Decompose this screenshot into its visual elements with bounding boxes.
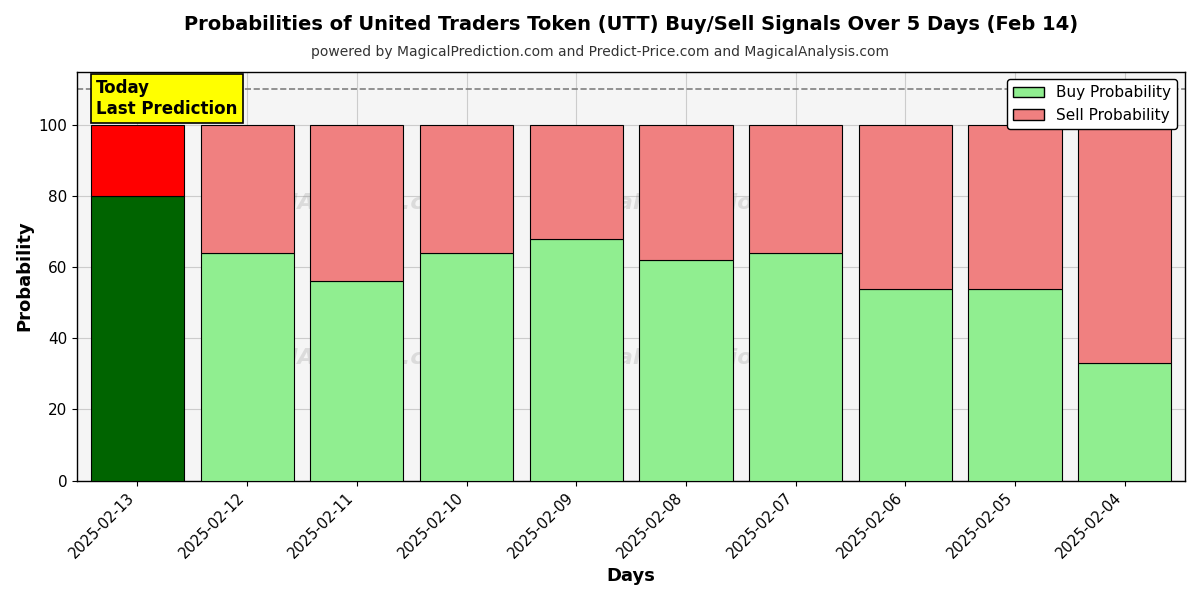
Text: MagicalAnalysis.com: MagicalAnalysis.com <box>202 193 462 212</box>
Bar <box>91 125 184 196</box>
X-axis label: Days: Days <box>607 567 655 585</box>
Bar <box>1078 125 1171 363</box>
Bar <box>529 239 623 481</box>
Text: MagicalAnalysis.com: MagicalAnalysis.com <box>202 348 462 368</box>
Bar <box>420 125 514 253</box>
Bar <box>200 253 294 481</box>
Bar <box>311 125 403 281</box>
Bar <box>859 125 952 289</box>
Bar <box>420 253 514 481</box>
Bar <box>529 125 623 239</box>
Bar <box>859 289 952 481</box>
Bar <box>640 125 732 260</box>
Y-axis label: Probability: Probability <box>14 221 32 331</box>
Title: Probabilities of United Traders Token (UTT) Buy/Sell Signals Over 5 Days (Feb 14: Probabilities of United Traders Token (U… <box>184 15 1078 34</box>
Bar <box>311 281 403 481</box>
Text: MagicalPrediction.com: MagicalPrediction.com <box>545 348 829 368</box>
Bar <box>640 260 732 481</box>
Bar <box>968 289 1062 481</box>
Text: Today
Last Prediction: Today Last Prediction <box>96 79 238 118</box>
Bar <box>749 253 842 481</box>
Legend: Buy Probability, Sell Probability: Buy Probability, Sell Probability <box>1007 79 1177 129</box>
Text: powered by MagicalPrediction.com and Predict-Price.com and MagicalAnalysis.com: powered by MagicalPrediction.com and Pre… <box>311 45 889 59</box>
Bar <box>91 196 184 481</box>
Text: MagicalPrediction.com: MagicalPrediction.com <box>545 193 829 212</box>
Bar <box>1078 363 1171 481</box>
Bar <box>749 125 842 253</box>
Bar <box>200 125 294 253</box>
Bar <box>968 125 1062 289</box>
